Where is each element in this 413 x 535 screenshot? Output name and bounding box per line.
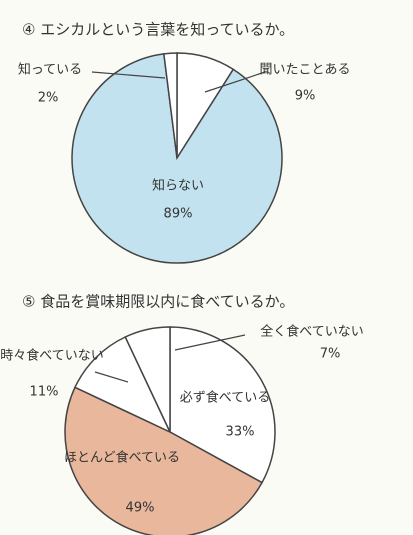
pie-slice bbox=[169, 326, 276, 484]
pie-slice bbox=[73, 335, 172, 434]
value-label: 11% bbox=[30, 385, 59, 400]
pie-slice bbox=[71, 52, 283, 264]
chart-title: ⑤ 食品を賞味期限以内に食べているか。 bbox=[22, 293, 294, 311]
slice-label: 知らない bbox=[152, 178, 204, 194]
slice-label: ほとんど食べている bbox=[64, 450, 180, 466]
value-label: 49% bbox=[126, 501, 155, 516]
value-label: 33% bbox=[226, 425, 255, 440]
slice-label: 聞いたことある bbox=[259, 63, 350, 78]
value-label: 9% bbox=[295, 89, 316, 104]
chart-title: ④ エシカルという言葉を知っているか。 bbox=[22, 21, 294, 39]
value-label: 89% bbox=[164, 207, 193, 222]
leader-line bbox=[174, 334, 246, 351]
leader-line bbox=[204, 71, 266, 93]
pie-slice bbox=[124, 326, 171, 433]
pie-slice bbox=[64, 386, 264, 535]
value-label: 2% bbox=[38, 91, 59, 106]
pie-slice bbox=[163, 52, 178, 159]
slice-label: 時々食べていない bbox=[0, 348, 103, 364]
value-label: 7% bbox=[320, 347, 341, 362]
slice-label: 必ず食べている bbox=[180, 390, 270, 406]
leader-line bbox=[91, 71, 166, 79]
slice-label: 知っている bbox=[18, 62, 82, 78]
slice-label: 全く食べていない bbox=[260, 324, 363, 340]
leader-line bbox=[94, 371, 129, 383]
